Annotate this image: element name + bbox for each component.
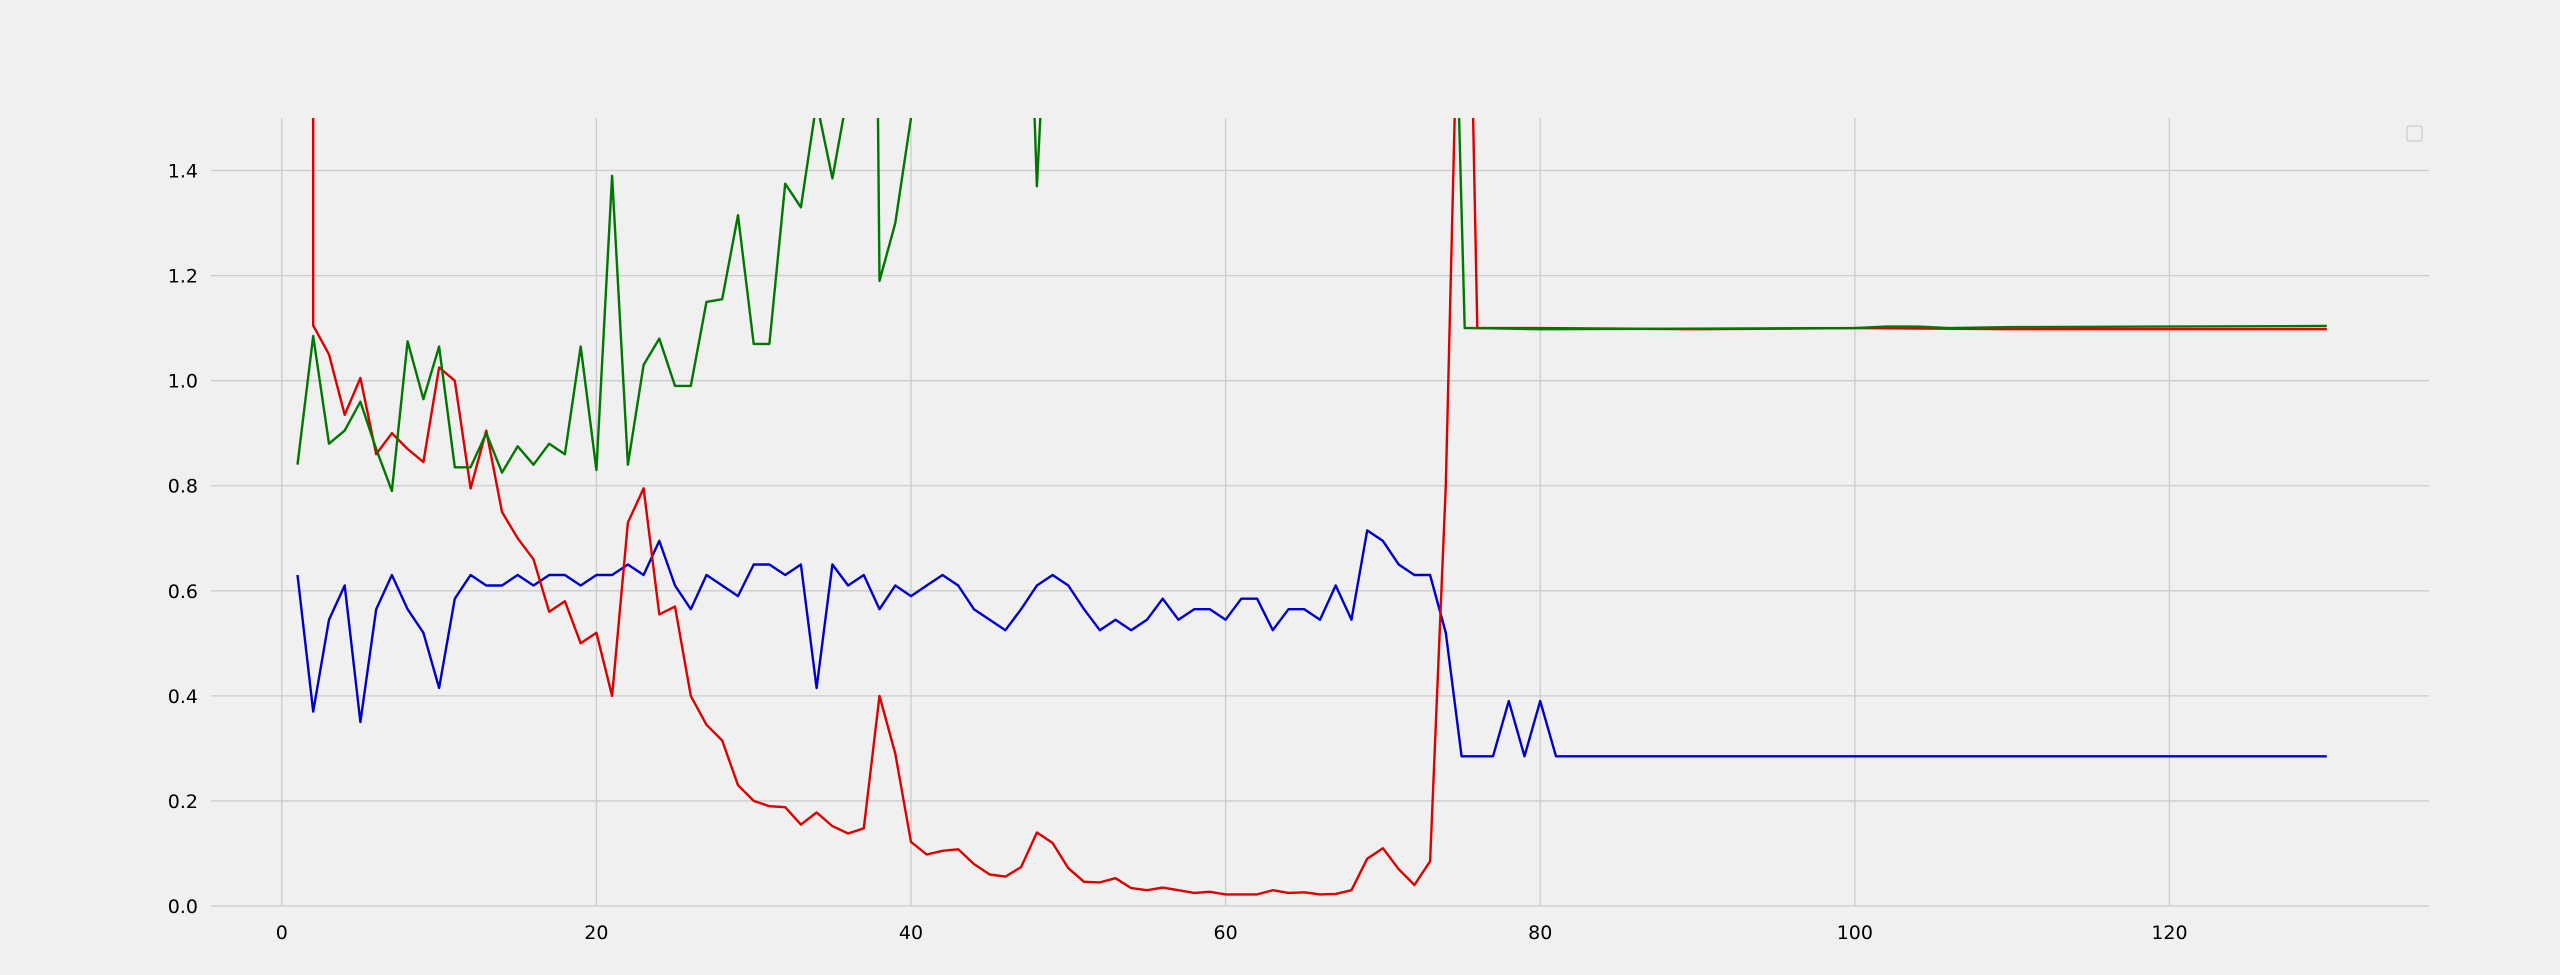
x-tick-label: 120 [2151,922,2187,944]
y-tick-labels: 0.0 0.2 0.4 0.6 0.8 1.0 1.2 1.4 [168,161,198,918]
x-tick-label: 40 [899,922,923,944]
series-line-1 [296,529,2327,758]
x-tick-label: 60 [1214,922,1238,944]
series-layer [296,118,2327,896]
y-tick-label: 1.4 [168,161,198,183]
x-tick-label: 20 [584,922,608,944]
y-tick-label: 0.0 [168,896,198,918]
legend-box [2406,125,2423,142]
y-tick-label: 1.0 [168,371,198,393]
y-tick-label: 0.6 [168,581,198,603]
x-gridlines [281,118,2171,906]
series-line-2 [312,118,2327,896]
y-tick-label: 1.2 [168,266,198,288]
y-tick-label: 0.8 [168,476,198,498]
x-tick-label: 0 [276,922,288,944]
x-tick-label: 100 [1837,922,1873,944]
x-tick-label: 80 [1528,922,1552,944]
y-gridlines [211,169,2429,907]
series-line-3 [296,118,2327,493]
y-tick-label: 0.2 [168,791,198,813]
x-tick-labels: 0 20 40 60 80 100 120 [276,922,2188,944]
y-tick-label: 0.4 [168,686,198,708]
